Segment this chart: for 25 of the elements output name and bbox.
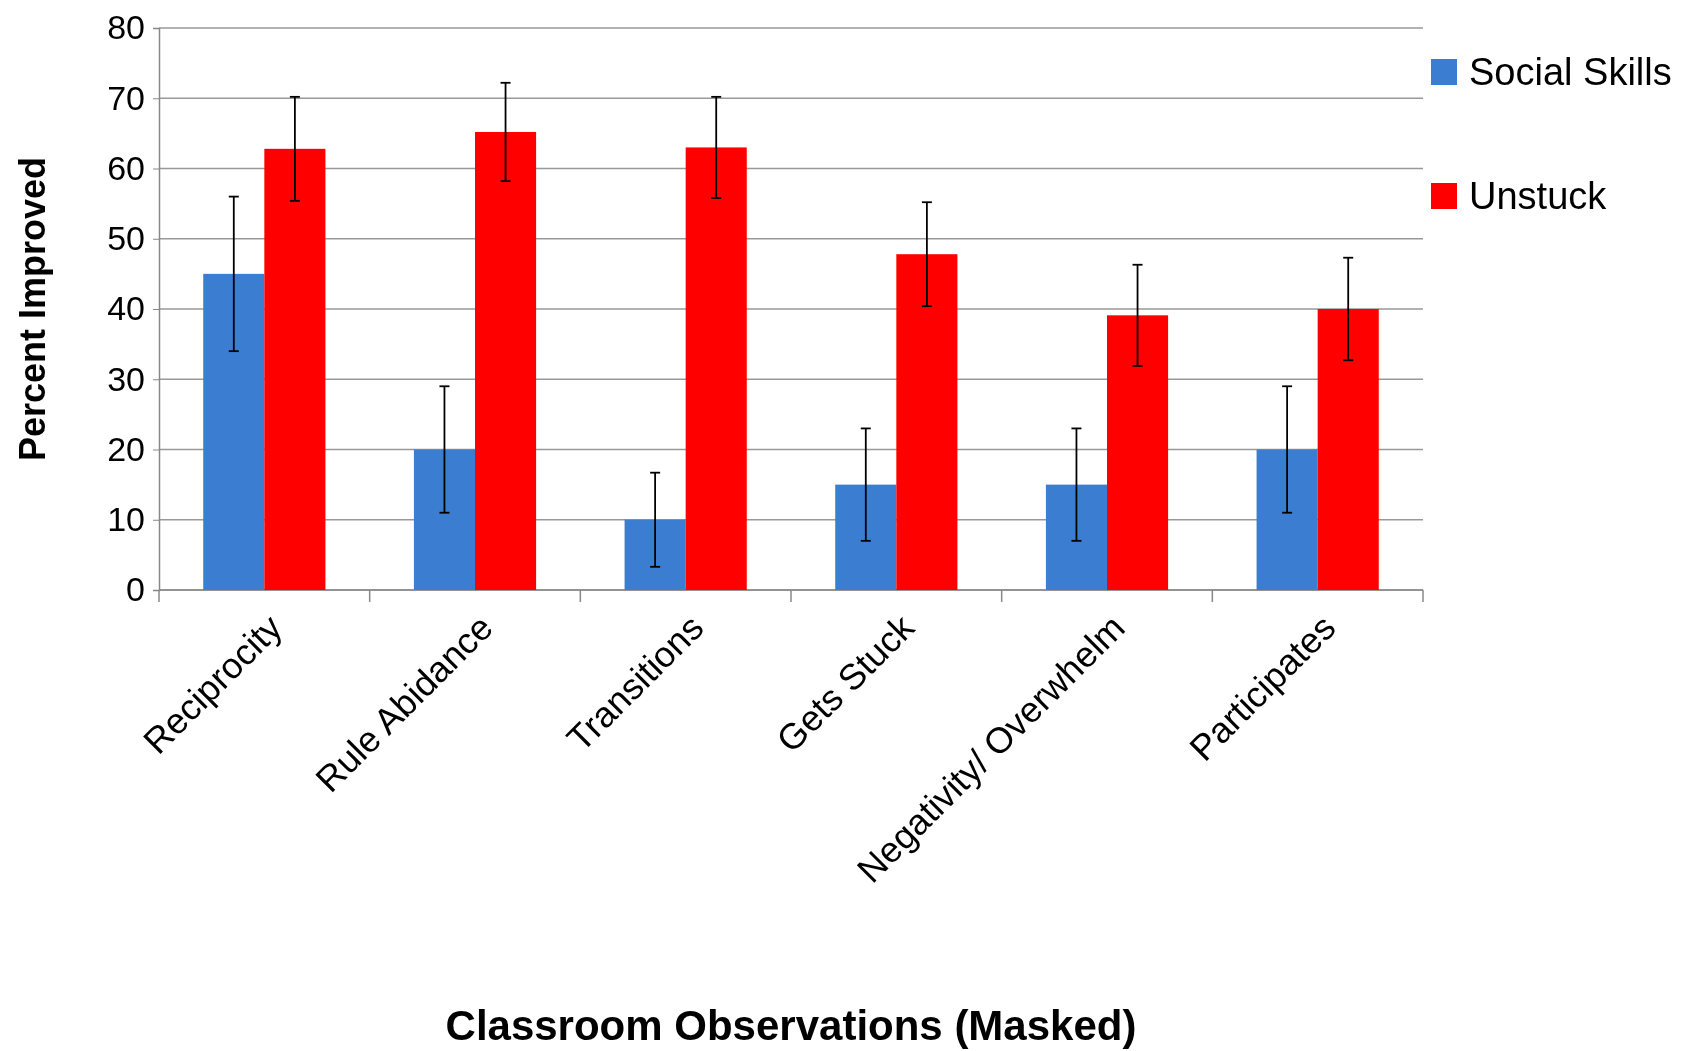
bar — [203, 273, 265, 590]
y-axis-title: Percent Improved — [12, 156, 53, 462]
legend-label: Social Skills — [1469, 51, 1672, 93]
bar — [1256, 449, 1318, 590]
bar — [896, 254, 958, 590]
bar — [685, 147, 747, 590]
y-tick-label: 30 — [107, 359, 145, 398]
bar — [413, 449, 475, 590]
y-tick-label: 80 — [107, 8, 145, 47]
bar — [264, 148, 326, 590]
bar — [1045, 484, 1107, 590]
bar — [475, 131, 537, 590]
y-tick-label: 0 — [126, 570, 145, 609]
bar — [624, 519, 686, 590]
bar — [835, 484, 897, 590]
y-tick-label: 20 — [107, 429, 145, 468]
y-tick-label: 60 — [107, 148, 145, 187]
bar — [1317, 309, 1379, 590]
y-tick-label: 50 — [107, 219, 145, 258]
x-axis-title: Classroom Observations (Masked) — [445, 1002, 1137, 1049]
y-tick-label: 40 — [107, 289, 145, 328]
y-tick-label: 10 — [107, 500, 145, 539]
y-tick-label: 70 — [107, 78, 145, 117]
legend-label: Unstuck — [1469, 175, 1608, 217]
bar — [1107, 315, 1169, 590]
